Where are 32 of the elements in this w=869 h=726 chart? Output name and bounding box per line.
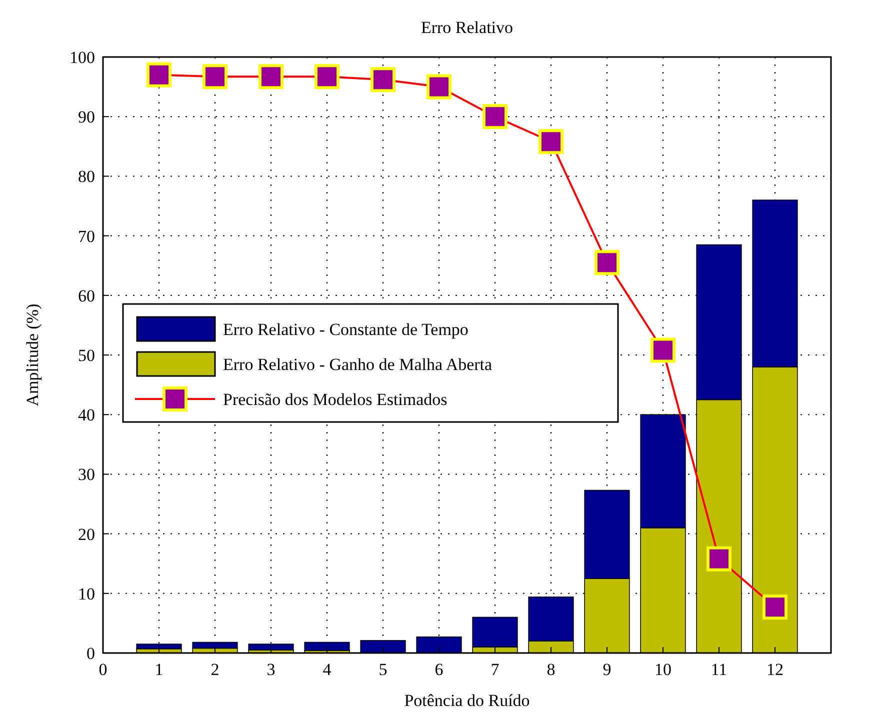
x-tick-label: 1 xyxy=(154,660,164,679)
y-axis-title: Amplitude (%) xyxy=(23,304,42,406)
y-tick-label: 90 xyxy=(78,108,95,127)
y-tick-label: 20 xyxy=(78,524,95,544)
bar xyxy=(304,642,350,652)
y-tick-label: 0 xyxy=(86,644,95,663)
legend-label: Erro Relativo - Constante de Tempo xyxy=(223,320,468,339)
x-axis-title: Potência do Ruído xyxy=(404,691,530,710)
x-tick-label: 5 xyxy=(378,660,388,679)
y-tick-label: 50 xyxy=(78,346,95,365)
x-tick-label: 4 xyxy=(322,660,332,679)
x-tick-label: 2 xyxy=(210,660,220,679)
legend-label: Erro Relativo - Ganho de Malha Aberta xyxy=(223,355,493,374)
x-tick-label: 11 xyxy=(710,660,728,679)
x-tick-label: 3 xyxy=(266,660,276,679)
legend-label: Precisão dos Modelos Estimados xyxy=(223,390,448,409)
y-tick-label: 40 xyxy=(78,406,95,425)
x-tick-label: 0 xyxy=(98,660,108,679)
chart-title: Erro Relativo xyxy=(420,18,514,37)
y-tick-label: 10 xyxy=(78,584,95,604)
y-tick-label: 30 xyxy=(78,465,95,484)
x-tick-label: 8 xyxy=(546,660,556,679)
bar xyxy=(192,642,238,649)
x-tick-label: 7 xyxy=(490,660,500,679)
x-tick-label: 6 xyxy=(434,660,444,679)
y-tick-label: 60 xyxy=(78,286,95,306)
y-tick-label: 70 xyxy=(78,226,95,246)
x-tick-label: 10 xyxy=(654,660,672,679)
y-tick-label: 100 xyxy=(70,48,95,67)
y-tick-label: 80 xyxy=(78,167,95,186)
x-tick-label: 12 xyxy=(766,660,784,679)
x-tick-label: 9 xyxy=(602,660,612,679)
